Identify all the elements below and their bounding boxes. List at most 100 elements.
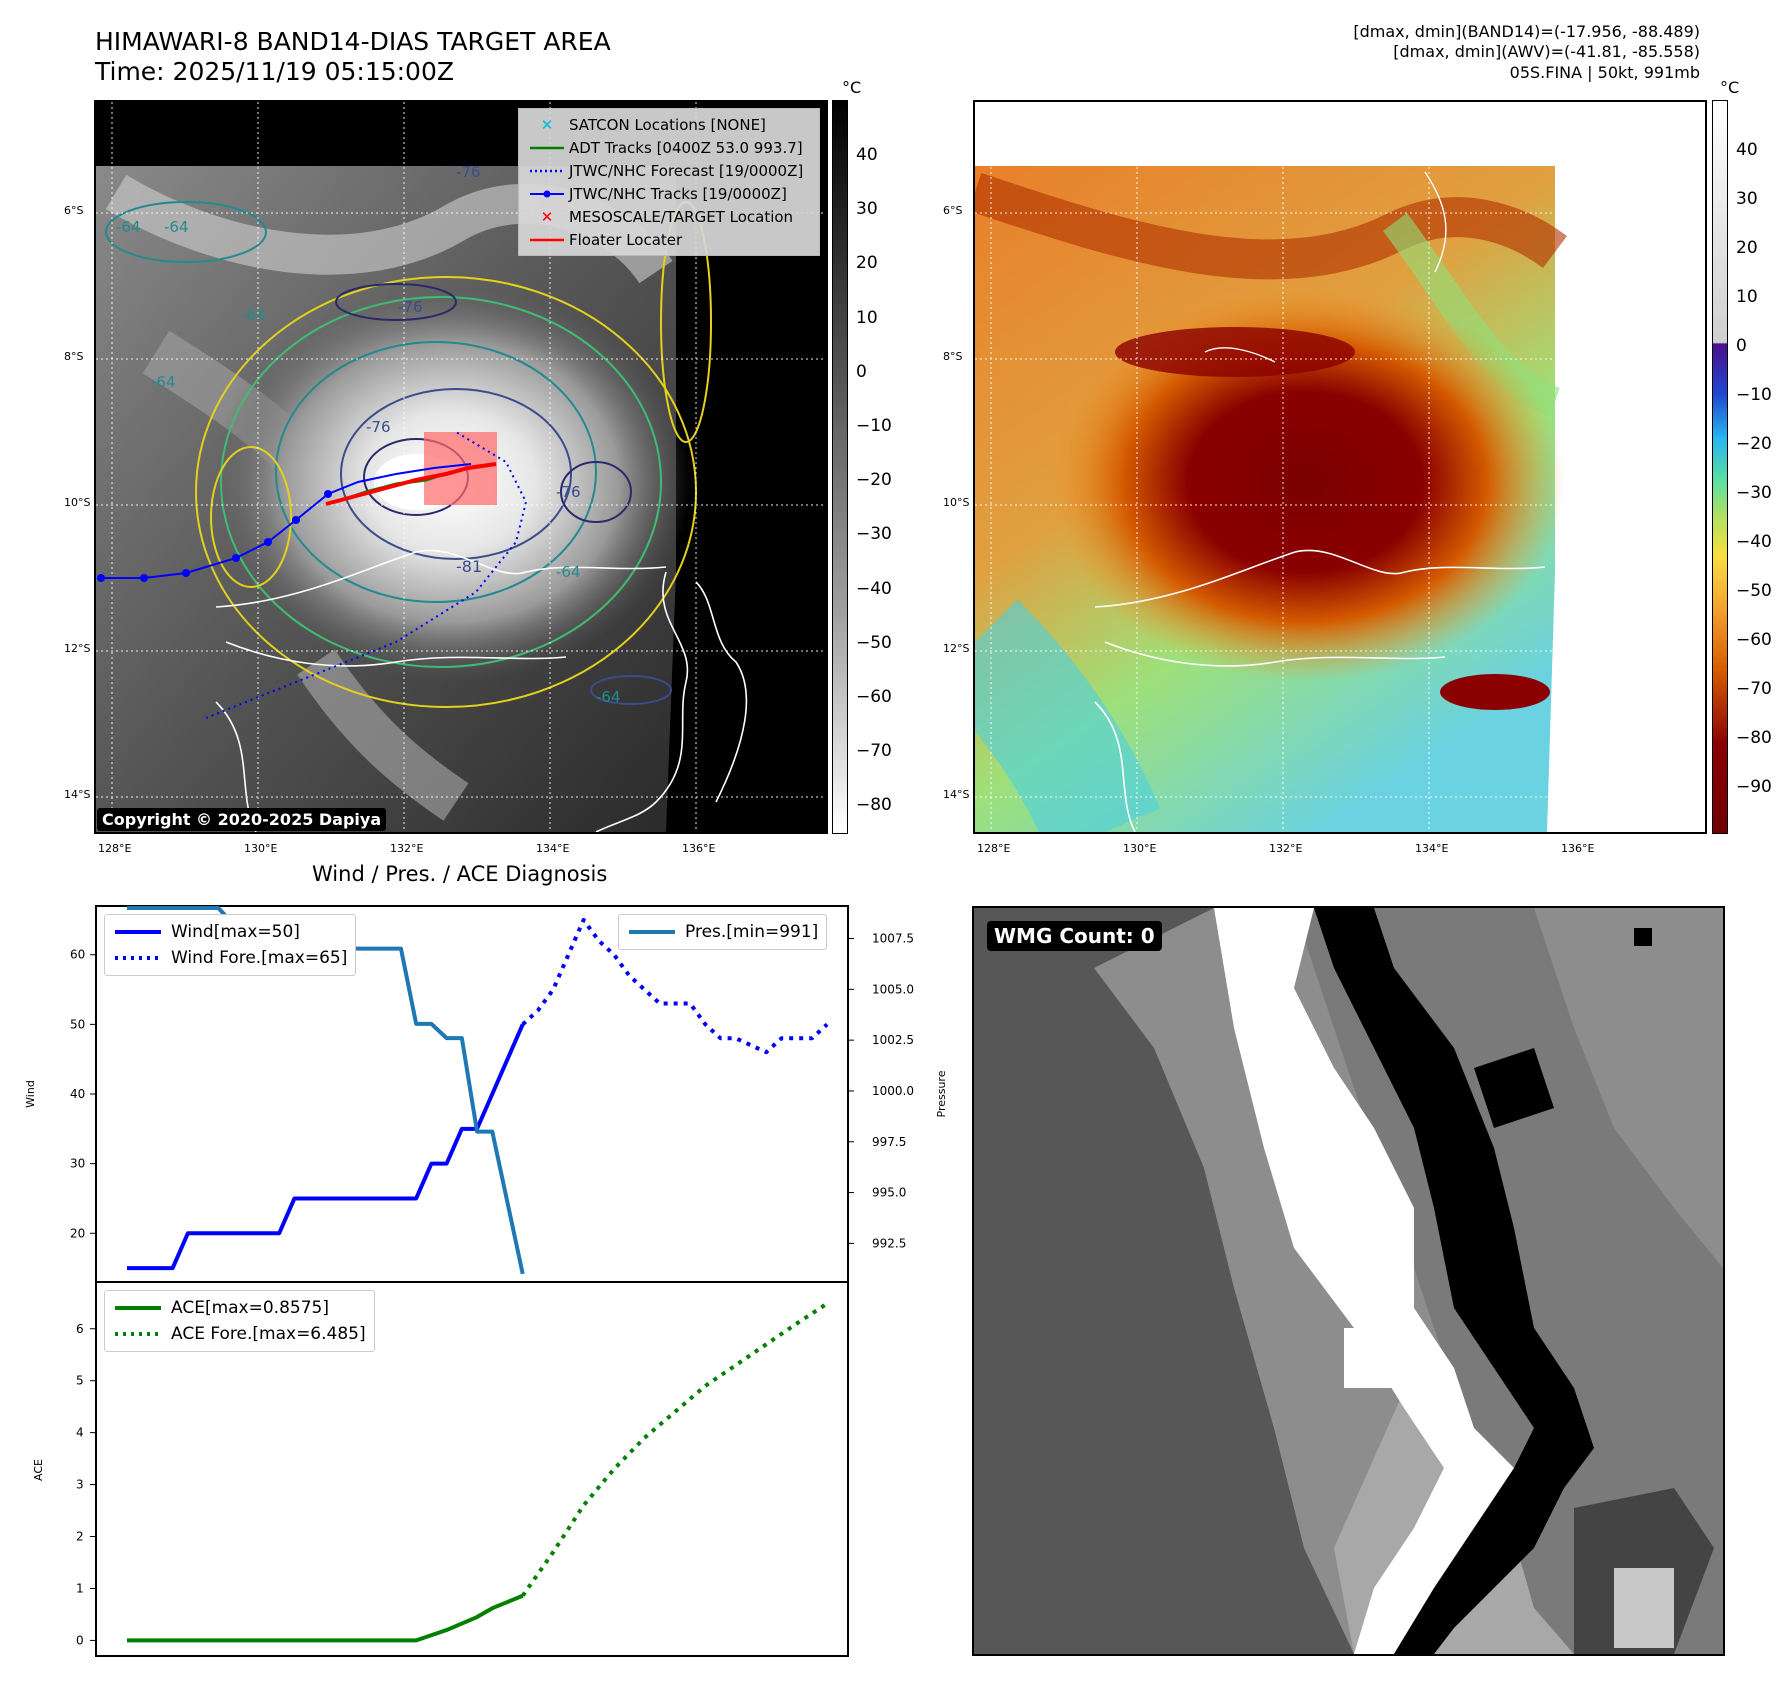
awv-map-image — [975, 102, 1705, 832]
ace-ytick-label: 3 — [76, 1478, 84, 1492]
ir-colorbar-tick-label: 30 — [856, 199, 878, 220]
ir-colorbar-tick-label: 0 — [856, 361, 867, 382]
awv-colorbar-tick-label: 0 — [1736, 336, 1747, 356]
wind-ytick-label: 40 — [70, 1087, 85, 1101]
awv-lon-tick-label: 132°E — [1269, 842, 1303, 855]
ir-colorbar-tick-label: −60 — [856, 687, 892, 707]
ace-legend: ACE[max=0.8575] ACE Fore.[max=6.485] — [104, 1290, 375, 1352]
ace-ytick-label: 4 — [76, 1426, 84, 1440]
pressure-ytick-label: 992.5 — [872, 1236, 906, 1250]
awv-colorbar-tick-label: 20 — [1736, 238, 1758, 258]
contour-label: -64 — [556, 563, 581, 581]
pressure-legend: Pres.[min=991] — [618, 914, 828, 950]
ir-map-image: -81 -76 -64 -64 -64 -64 -76 -76 -64 -64 … — [96, 102, 826, 832]
legend-item-satcon: ✕ SATCON Locations [NONE] — [540, 115, 766, 134]
pressure-ytick-label: 1000.0 — [872, 1084, 914, 1098]
ir-lon-tick-label: 128°E — [98, 842, 132, 855]
awv-lat-tick-label: 8°S — [943, 350, 963, 363]
ir-colorbar-tick-label: −30 — [856, 524, 892, 545]
wind-forecast-series-line — [521, 917, 829, 1055]
awv-colorbar-tick-label: −50 — [1736, 581, 1772, 601]
pressure-ytick-label: 995.0 — [872, 1186, 906, 1200]
contour-label: -64 — [151, 373, 176, 391]
copyright-badge: Copyright © 2020-2025 Dapiya — [97, 808, 387, 831]
pressure-ytick-label: 1005.0 — [872, 982, 914, 996]
pressure-ylabel: Pressure — [935, 1070, 948, 1117]
ir-colorbar-tick-label: −10 — [856, 416, 892, 436]
contour-label: -76 — [366, 418, 391, 436]
legend-item-forecast: JTWC/NHC Forecast [19/0000Z] — [530, 161, 804, 180]
contour-label: -64 — [164, 218, 189, 236]
map-legend: ✕ SATCON Locations [NONE] ADT Tracks [040… — [518, 108, 820, 256]
ir-lat-tick-label: 10°S — [64, 496, 91, 509]
ace-ytick-label: 0 — [76, 1633, 84, 1647]
ir-lon-tick-label: 132°E — [390, 842, 424, 855]
ir-colorbar-tick-label: 10 — [856, 307, 878, 328]
ace-axes — [95, 1281, 849, 1657]
legend-item-wind: Wind[max=50] — [115, 922, 300, 942]
ir-lat-tick-label: 12°S — [64, 642, 91, 655]
ir-colorbar — [832, 100, 848, 834]
ir-lon-tick-label: 130°E — [244, 842, 278, 855]
awv-lon-tick-label: 134°E — [1415, 842, 1449, 855]
awv-colorbar-tick-label: 10 — [1736, 287, 1758, 307]
awv-colorbar-unit: °C — [1720, 78, 1740, 97]
legend-item-adt: ADT Tracks [0400Z 53.0 993.7] — [530, 138, 803, 157]
legend-item-ace-forecast: ACE Fore.[max=6.485] — [115, 1324, 366, 1344]
ace-series-line — [127, 1593, 524, 1643]
ace-ytick-label: 1 — [76, 1581, 84, 1595]
awv-map-panel — [973, 100, 1707, 834]
awv-lon-tick-label: 136°E — [1561, 842, 1595, 855]
legend-item-floater: Floater Locater — [530, 230, 683, 249]
wind-legend: Wind[max=50] Wind Fore.[max=65] — [104, 914, 357, 976]
contour-label: -64 — [596, 688, 621, 706]
awv-colorbar-tick-label: −10 — [1736, 385, 1772, 405]
wmg-panel — [972, 906, 1725, 1656]
awv-colorbar-tick-label: −40 — [1736, 532, 1772, 552]
ace-ytick-label: 2 — [76, 1530, 84, 1544]
ir-colorbar-unit: °C — [842, 78, 862, 97]
contour-label: -76 — [556, 483, 581, 501]
contour-label: -64 — [241, 306, 266, 324]
ir-colorbar-tick-label: −20 — [856, 470, 892, 491]
awv-lat-tick-label: 12°S — [943, 642, 970, 655]
awv-colorbar-tick-label: −70 — [1736, 679, 1772, 699]
wmg-count-badge: WMG Count: 0 — [987, 921, 1162, 951]
ir-colorbar-tick-label: −80 — [856, 795, 892, 816]
ir-colorbar-tick-label: −50 — [856, 632, 892, 653]
meta-storm: 05S.FINA | 50kt, 991mb — [1509, 63, 1700, 82]
ace-ytick-label: 6 — [76, 1322, 84, 1336]
wind-ytick-label: 60 — [70, 948, 85, 962]
awv-colorbar-tick-label: −30 — [1736, 483, 1772, 503]
awv-lon-tick-label: 128°E — [977, 842, 1011, 855]
legend-item-target: ✕ MESOSCALE/TARGET Location — [540, 207, 794, 226]
wmg-image — [1094, 908, 1723, 1654]
awv-colorbar — [1712, 100, 1728, 834]
awv-colorbar-tick-label: 40 — [1736, 140, 1758, 160]
awv-colorbar-tick-label: −60 — [1736, 630, 1772, 650]
contour-label: -64 — [116, 218, 141, 236]
ir-colorbar-tick-label: 40 — [856, 145, 878, 165]
awv-lon-tick-label: 130°E — [1123, 842, 1157, 855]
ir-map-panel: -81 -76 -64 -64 -64 -64 -76 -76 -64 -64 … — [94, 100, 828, 834]
pressure-ytick-label: 997.5 — [872, 1135, 906, 1149]
awv-colorbar-tick-label: 30 — [1736, 189, 1758, 209]
awv-colorbar-tick-label: −80 — [1736, 728, 1772, 748]
awv-colorbar-tick-label: −20 — [1736, 434, 1772, 454]
ir-lat-tick-label: 6°S — [64, 204, 84, 217]
ace-ytick-label: 5 — [76, 1374, 84, 1388]
ace-ylabel: ACE — [32, 1459, 45, 1481]
awv-lat-tick-label: 14°S — [943, 788, 970, 801]
ir-lat-tick-label: 8°S — [64, 350, 84, 363]
legend-item-ace: ACE[max=0.8575] — [115, 1298, 329, 1318]
contour-label: -76 — [398, 298, 423, 316]
meta-band14: [dmax, dmin](BAND14)=(-17.956, -88.489) — [1353, 22, 1700, 41]
pressure-ytick-label: 1002.5 — [872, 1033, 914, 1047]
contour-label: -76 — [456, 163, 481, 181]
pressure-ytick-label: 1007.5 — [872, 932, 914, 946]
legend-item-tracks: JTWC/NHC Tracks [19/0000Z] — [525, 182, 813, 205]
ir-lon-tick-label: 136°E — [682, 842, 716, 855]
wind-series-line — [127, 1023, 525, 1271]
awv-colorbar-tick-label: −90 — [1736, 777, 1772, 797]
ace-forecast-series-line — [521, 1301, 829, 1597]
